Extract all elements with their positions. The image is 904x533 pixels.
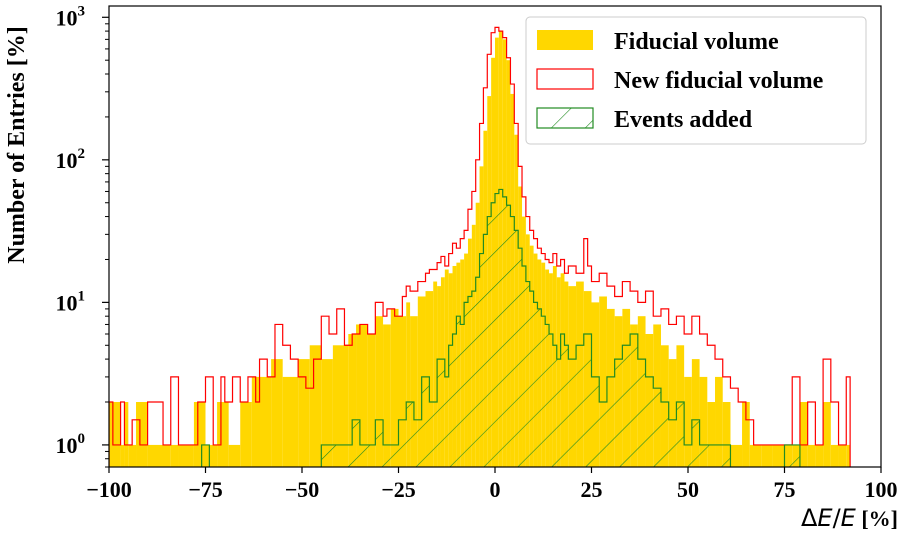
bar-fiducial-19	[332, 345, 349, 467]
y-tick-exponent: 3	[78, 3, 86, 19]
legend-swatch-new-fiducial	[536, 68, 594, 90]
bar-fiducial-83	[699, 376, 708, 467]
y-tick-label: 100	[56, 431, 86, 458]
events-added-hatch	[201, 189, 800, 467]
x-tick-label: −100	[86, 477, 132, 502]
bar-fiducial-6	[170, 444, 179, 467]
bar-fiducial-23	[375, 316, 384, 467]
bar-fiducial-90	[761, 444, 773, 467]
bar-fiducial-11	[228, 444, 241, 467]
bar-fiducial-4	[136, 402, 148, 467]
bar-fiducial-26	[398, 316, 407, 467]
x-axis-label: ΔE/E [%]	[801, 504, 898, 532]
bar-fiducial-97	[823, 402, 831, 467]
legend-label-new-fiducial: New fiducial volume	[614, 68, 824, 94]
bar-fiducial-22	[367, 333, 376, 467]
bar-fiducial-8	[193, 402, 206, 467]
y-minor-ticks	[105, 23, 109, 468]
x-tick-label: 0	[490, 477, 501, 502]
bar-fiducial-89	[749, 444, 762, 467]
bar-fiducial-7	[178, 444, 194, 467]
x-axis-label-delta: Δ	[801, 504, 818, 532]
y-tick-label: 101	[56, 288, 86, 315]
bar-fiducial-82	[691, 359, 700, 467]
bar-fiducial-21	[356, 324, 368, 467]
x-axis-label-slash: /	[833, 504, 842, 532]
legend-box	[525, 16, 867, 145]
x-axis: −100 −75 −50 −25 0 25 50 75 100	[86, 467, 898, 502]
bar-fiducial-28	[410, 316, 418, 467]
y-tick-exponent: 2	[78, 146, 86, 162]
legend-label-events-added: Events added	[614, 107, 753, 133]
bar-fiducial-34	[444, 269, 449, 467]
bar-fiducial-91	[772, 444, 785, 467]
y-tick-base: 10	[56, 148, 78, 173]
bar-fiducial-14	[271, 359, 283, 467]
bar-fiducial-13	[251, 376, 272, 467]
step-line-events-added	[201, 188, 801, 467]
x-axis-label-var1: E	[817, 504, 833, 532]
bar-fiducial-95	[807, 444, 816, 467]
bar-fiducial-70	[599, 296, 607, 467]
bar-fiducial-3	[128, 444, 137, 467]
x-tick-label: 100	[865, 477, 898, 502]
x-tick-label: −75	[188, 477, 223, 502]
y-axis-label: Number of Entries [%]	[4, 26, 30, 264]
x-axis-label-var2: E	[841, 504, 857, 532]
legend-swatch-fiducial	[537, 30, 593, 50]
y-tick-base: 10	[56, 5, 78, 30]
bar-fiducial-2	[124, 402, 129, 467]
bar-fiducial-79	[668, 359, 677, 467]
series-layer	[109, 26, 851, 467]
bar-fiducial-16	[298, 359, 310, 467]
bar-fiducial-81	[684, 376, 692, 467]
x-tick-label: −25	[381, 477, 416, 502]
bar-fiducial-31	[433, 281, 438, 467]
bar-fiducial-25	[390, 308, 399, 467]
bar-fiducial-86	[722, 402, 731, 467]
x-tick-label: 75	[774, 477, 796, 502]
x-tick-label: −50	[285, 477, 320, 502]
y-tick-base: 10	[56, 290, 78, 315]
y-tick-base: 10	[56, 433, 78, 458]
bar-fiducial-12	[240, 402, 252, 467]
legend-label-fiducial: Fiducial volume	[614, 29, 779, 55]
bar-fiducial-87	[730, 444, 743, 467]
bar-fiducial-17	[309, 345, 322, 467]
y-tick-exponent: 1	[78, 288, 86, 304]
bar-fiducial-88	[742, 402, 750, 467]
bar-fiducial-84	[707, 402, 716, 467]
bar-fiducial-99	[838, 444, 847, 467]
bar-fiducial-5	[147, 444, 171, 467]
x-axis-label-unit: [%]	[856, 506, 898, 531]
bar-fiducial-98	[830, 444, 839, 467]
legend-swatch-events-added	[536, 107, 594, 129]
x-tick-label: 25	[581, 477, 603, 502]
bar-fiducial-85	[715, 376, 723, 467]
legend: Fiducial volume New fiducial volume Even…	[525, 16, 867, 145]
bar-fiducial-1	[120, 444, 125, 467]
series-events-added	[201, 188, 801, 467]
bar-fiducial-0	[109, 402, 121, 467]
bar-fiducial-20	[348, 333, 357, 467]
y-tick-label: 102	[56, 146, 86, 173]
bar-fiducial-27	[406, 302, 411, 467]
bar-fiducial-96	[815, 444, 824, 467]
step-line-new-fiducial-volume	[109, 26, 851, 467]
bar-fiducial-9	[205, 444, 218, 467]
bar-fiducial-15	[282, 376, 299, 467]
y-tick-label: 103	[56, 3, 86, 30]
bar-fiducial-10	[217, 402, 229, 467]
series-new-fiducial-volume	[109, 26, 851, 467]
y-tick-exponent: 0	[78, 431, 86, 447]
bar-fiducial-24	[383, 324, 391, 467]
bar-fiducial-100	[846, 444, 851, 467]
bar-fiducial-94	[799, 402, 808, 467]
bar-fiducial-18	[321, 359, 333, 467]
x-tick-label: 50	[677, 477, 699, 502]
